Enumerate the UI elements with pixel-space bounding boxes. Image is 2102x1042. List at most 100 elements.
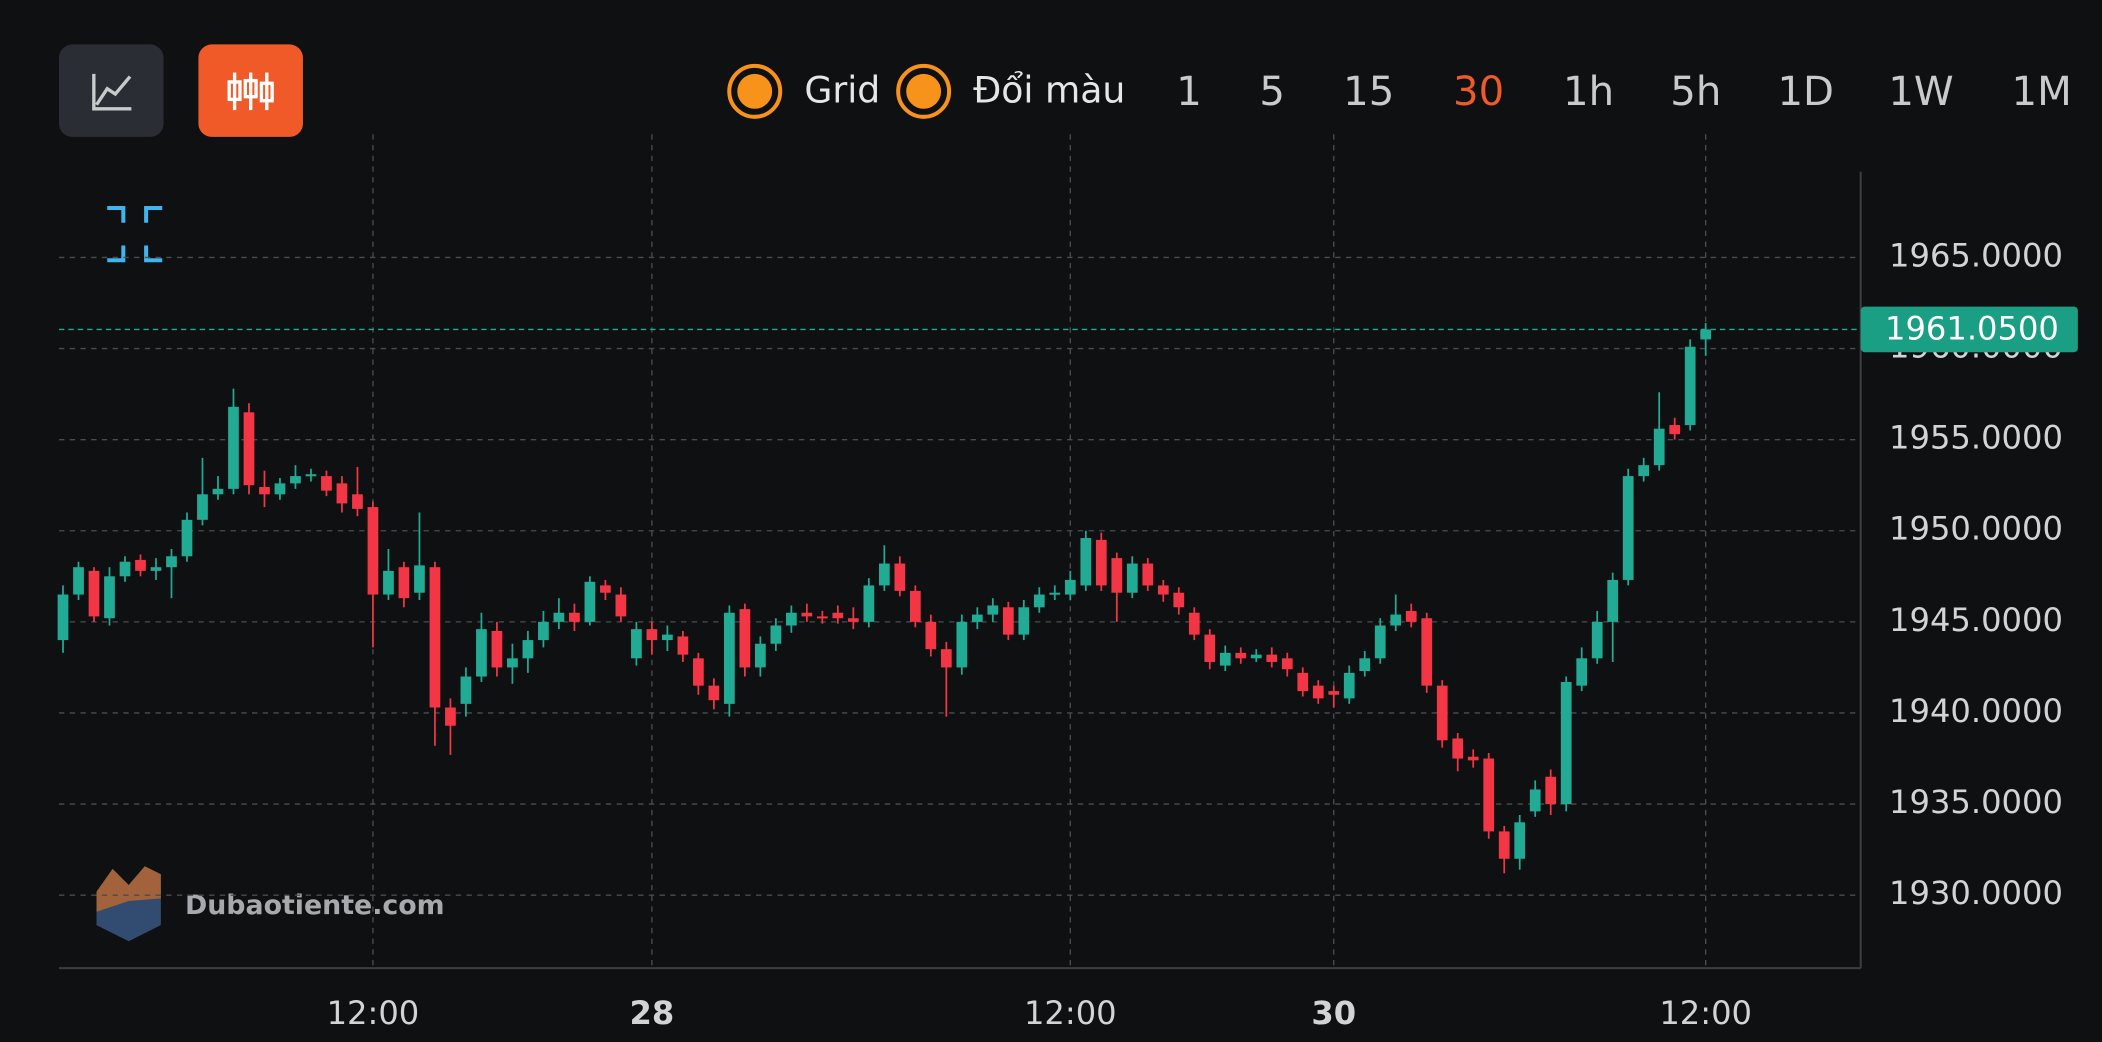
candle-body	[1064, 579, 1076, 595]
interval-button[interactable]: 1D	[1777, 69, 1834, 115]
y-tick-label: 1955.0000	[1889, 419, 2063, 457]
interval-button[interactable]: 15	[1343, 69, 1394, 115]
candle-body	[445, 707, 456, 726]
candle-body	[212, 488, 224, 495]
candle-body	[1049, 592, 1061, 595]
candle-body	[662, 634, 673, 641]
x-tick-label: 28	[630, 994, 675, 1032]
candle-body	[1529, 789, 1541, 812]
interval-button[interactable]: 5	[1259, 69, 1285, 115]
candle-body	[1405, 610, 1417, 622]
candle-body	[584, 581, 596, 622]
candle-body	[1669, 425, 1681, 435]
candle-body	[1281, 658, 1293, 670]
candle-body	[909, 590, 921, 622]
candle-body	[135, 559, 146, 571]
candle-body	[1018, 607, 1030, 635]
candle-body	[538, 621, 549, 641]
candle-body	[1359, 658, 1371, 672]
plot-area: 1930.0000 1935.0000 1940.0000 1945.0000 1950…	[57, 134, 2078, 1032]
candle-body	[600, 585, 611, 593]
candle-body	[1684, 346, 1696, 426]
collapse-icon[interactable]	[107, 205, 163, 263]
candle-body	[119, 561, 131, 577]
last-price-label: 1961.0500	[1885, 310, 2059, 348]
candle-body	[1297, 672, 1309, 692]
toggle-label: Grid	[804, 69, 880, 112]
interval-button[interactable]: 1	[1176, 69, 1202, 115]
toggle[interactable]: Grid	[727, 63, 880, 119]
candle-body	[104, 576, 115, 619]
candle-body	[1452, 738, 1464, 759]
candle-body	[847, 618, 859, 622]
candle-body	[166, 556, 177, 568]
interval-button[interactable]: 1M	[2012, 69, 2072, 115]
candle-body	[383, 570, 394, 595]
candle-body	[724, 612, 735, 704]
watermark-text: Dubaotiente.com	[185, 890, 445, 921]
candle-body	[1235, 652, 1247, 659]
candle-body	[398, 567, 410, 599]
candle-body	[863, 585, 875, 622]
y-tick-label: 1940.0000	[1889, 692, 2063, 730]
candle-body	[1638, 465, 1650, 477]
y-tick-label: 1965.0000	[1889, 236, 2063, 274]
toggle-ring	[896, 63, 952, 119]
candle-chart-button[interactable]	[198, 44, 303, 137]
candle-body	[1095, 539, 1107, 586]
candle-body	[1607, 579, 1619, 622]
watermark-logo-top	[96, 866, 161, 912]
candle-body	[367, 507, 379, 595]
candle-body	[1173, 592, 1185, 608]
candle-body	[1591, 621, 1603, 659]
watermark: Dubaotiente.com	[96, 866, 445, 942]
candle-body	[631, 629, 642, 659]
candle-body	[1142, 563, 1154, 586]
candle-body	[274, 483, 286, 495]
candle-body	[197, 494, 208, 520]
candle-body	[1622, 476, 1634, 580]
toggle-dot	[906, 73, 942, 109]
candle-body	[460, 676, 472, 704]
candle-body	[507, 658, 518, 668]
y-tick-label: 1930.0000	[1889, 874, 2063, 912]
candle-body	[708, 685, 720, 701]
interval-button[interactable]: 1h	[1563, 69, 1614, 115]
candle-body	[1111, 558, 1123, 593]
candle-body	[1343, 672, 1355, 699]
candle-body	[1700, 329, 1712, 340]
interval-button[interactable]: 1W	[1888, 69, 1953, 115]
candle-body	[228, 406, 239, 489]
candle-body	[832, 612, 844, 619]
candle-body	[770, 625, 782, 644]
candle-body	[677, 636, 689, 655]
candle-body	[414, 565, 425, 593]
candle-body	[1560, 681, 1572, 805]
interval-button[interactable]: 5h	[1670, 69, 1721, 115]
candle-body	[150, 567, 162, 571]
interval-button[interactable]: 30	[1453, 69, 1504, 115]
candle-body	[801, 612, 813, 617]
y-tick-label: 1950.0000	[1889, 510, 2063, 548]
line-chart-button[interactable]	[58, 44, 164, 137]
candle-body	[894, 563, 906, 591]
candle-body	[1157, 585, 1169, 595]
candle-body	[73, 567, 84, 595]
candle-body	[491, 630, 503, 668]
candle-body	[321, 476, 332, 491]
last-price-box	[1860, 306, 2078, 353]
candle-body	[1204, 634, 1216, 662]
candle-body	[476, 629, 487, 677]
candle-body	[1126, 563, 1138, 593]
line-icon	[92, 73, 132, 111]
y-tick-label: 1935.0000	[1889, 783, 2063, 821]
candle-body	[1374, 625, 1386, 659]
candle-body	[1312, 685, 1324, 699]
candle-body	[1188, 612, 1200, 635]
candle-body	[739, 609, 751, 668]
candle-body	[1498, 831, 1510, 859]
candle-body	[1467, 756, 1479, 761]
toggle[interactable]: Đổi màu	[896, 63, 1125, 119]
